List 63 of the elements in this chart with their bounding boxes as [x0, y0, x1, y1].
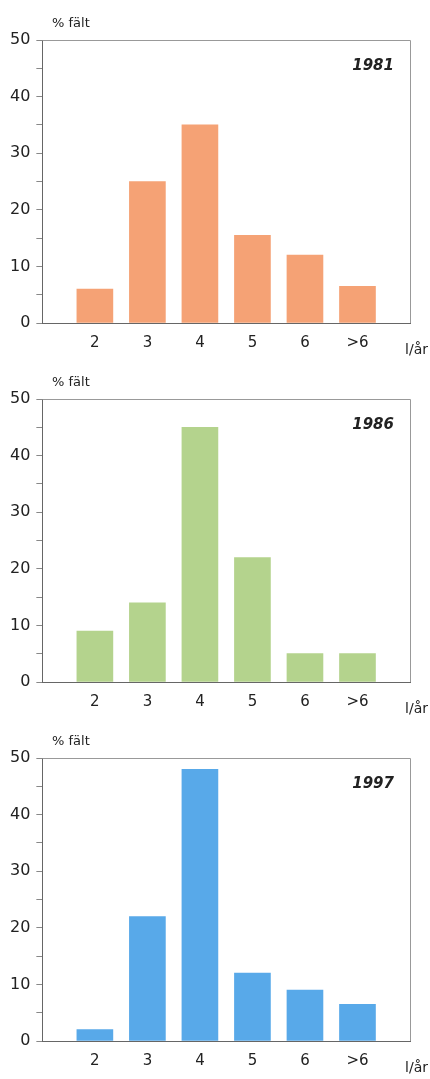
y-tick-label: 10 — [10, 973, 31, 993]
text: 1997 — [352, 773, 395, 792]
x-tick-label: 4 — [195, 332, 205, 351]
x-axis-title: l/år — [405, 1058, 429, 1075]
bar — [129, 181, 166, 323]
y-tick-label: 0 — [20, 1030, 31, 1050]
bar — [129, 602, 166, 682]
text: 1981 — [352, 55, 394, 74]
bar — [234, 234, 271, 323]
x-tick-label: 2 — [90, 1050, 100, 1069]
y-tick-label: 0 — [20, 671, 31, 691]
bar — [76, 630, 114, 682]
x-tick-label: 4 — [195, 1050, 205, 1069]
bar — [234, 557, 271, 682]
x-tick-label: >6 — [346, 691, 369, 710]
x-tick-label: 3 — [142, 691, 153, 710]
bar — [76, 1029, 114, 1041]
y-tick-label: 40 — [10, 444, 31, 464]
x-tick-label: 3 — [142, 332, 153, 351]
y-tick-label: 50 — [10, 388, 31, 408]
bar — [339, 653, 376, 682]
y-tick-label: 40 — [10, 803, 31, 823]
y-tick-label: 20 — [10, 916, 31, 936]
y-axis-title: % fält — [52, 732, 90, 748]
bar — [181, 426, 219, 682]
x-tick-label: 6 — [300, 1050, 310, 1069]
y-tick-label: 50 — [10, 29, 31, 49]
y-tick-label: 10 — [10, 614, 31, 634]
y-tick-label: 20 — [10, 198, 31, 218]
x-tick-label: 6 — [300, 691, 310, 710]
y-axis-title: % fält — [52, 373, 90, 389]
bar — [339, 1003, 376, 1041]
x-tick-label: 4 — [195, 691, 205, 710]
y-tick-label: 30 — [10, 501, 31, 521]
x-tick-label: 5 — [247, 332, 258, 351]
bar — [181, 768, 219, 1041]
x-axis-title: l/år — [405, 699, 429, 716]
y-axis-title: % fält — [52, 14, 90, 30]
x-tick-label: 2 — [90, 332, 100, 351]
x-tick-label: 3 — [142, 1050, 153, 1069]
y-tick-label: 20 — [10, 557, 31, 577]
y-tick-label: 40 — [10, 85, 31, 105]
x-tick-label: >6 — [346, 332, 369, 351]
y-tick-label: 10 — [10, 255, 31, 275]
x-tick-label: 2 — [90, 691, 100, 710]
bar — [76, 288, 114, 323]
text: 1986 — [352, 414, 394, 433]
y-tick-label: 30 — [10, 142, 31, 162]
y-tick-label: 0 — [20, 312, 31, 332]
x-tick-label: 5 — [247, 1050, 258, 1069]
x-tick-label: 5 — [247, 691, 258, 710]
bar — [286, 254, 324, 323]
x-tick-label: >6 — [346, 1050, 369, 1069]
bar — [129, 916, 166, 1041]
bar — [234, 972, 271, 1041]
y-tick-label: 50 — [10, 747, 31, 767]
bar — [286, 653, 324, 682]
bar — [339, 285, 376, 323]
x-axis-title: l/år — [405, 340, 429, 357]
bar — [286, 989, 324, 1041]
x-tick-label: 6 — [300, 332, 310, 351]
bar — [181, 124, 219, 323]
y-tick-label: 30 — [10, 860, 31, 880]
